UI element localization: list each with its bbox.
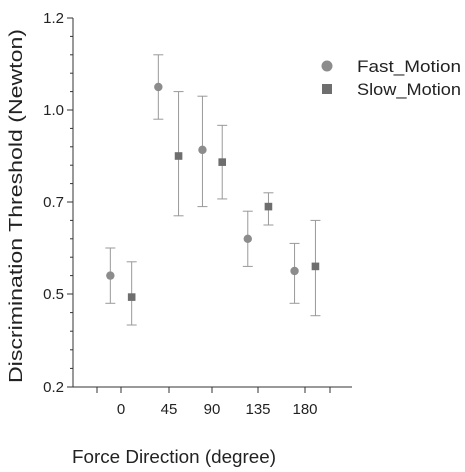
x-tick-label: 180 [292, 401, 317, 418]
x-axis-title: Force Direction (degree) [72, 447, 276, 467]
y-axis-ticks: 0.2 0.5 0.7 1.0 1.2 [43, 10, 73, 396]
legend-label: Fast_Motion [357, 57, 461, 76]
y-tick-label: 1.2 [43, 10, 64, 27]
data-point [243, 234, 252, 243]
data-point [198, 145, 207, 155]
plot-area: 0.2 0.5 0.7 1.0 1.2 0 45 90 135 180 [43, 10, 352, 418]
data-point [264, 202, 273, 211]
x-tick-label: 45 [161, 401, 178, 418]
x-axis-ticks: 0 45 90 135 180 [96, 387, 331, 418]
series-fast-motion [105, 54, 300, 304]
data-point [174, 152, 183, 160]
series-slow-motion [126, 91, 321, 326]
legend-marker [321, 60, 333, 72]
x-tick-label: 135 [245, 401, 270, 418]
y-tick-label: 0.7 [43, 194, 64, 211]
data-point [106, 271, 115, 280]
y-tick-label: 1.0 [43, 102, 64, 119]
y-tick-label: 0.2 [43, 379, 64, 396]
data-point [311, 262, 320, 271]
x-tick-label: 90 [204, 401, 221, 418]
series-layer [105, 54, 321, 326]
data-point [154, 82, 163, 92]
data-point [218, 158, 227, 166]
data-point [127, 293, 136, 301]
y-axis-title: Discrimination Threshold (Newton) [6, 29, 26, 383]
legend: Fast_Motion Slow_Motion [321, 57, 461, 99]
data-point [290, 266, 299, 276]
x-tick-label: 0 [117, 401, 125, 418]
y-tick-label: 0.5 [43, 286, 64, 303]
legend-label: Slow_Motion [357, 80, 461, 99]
legend-marker [322, 84, 332, 94]
